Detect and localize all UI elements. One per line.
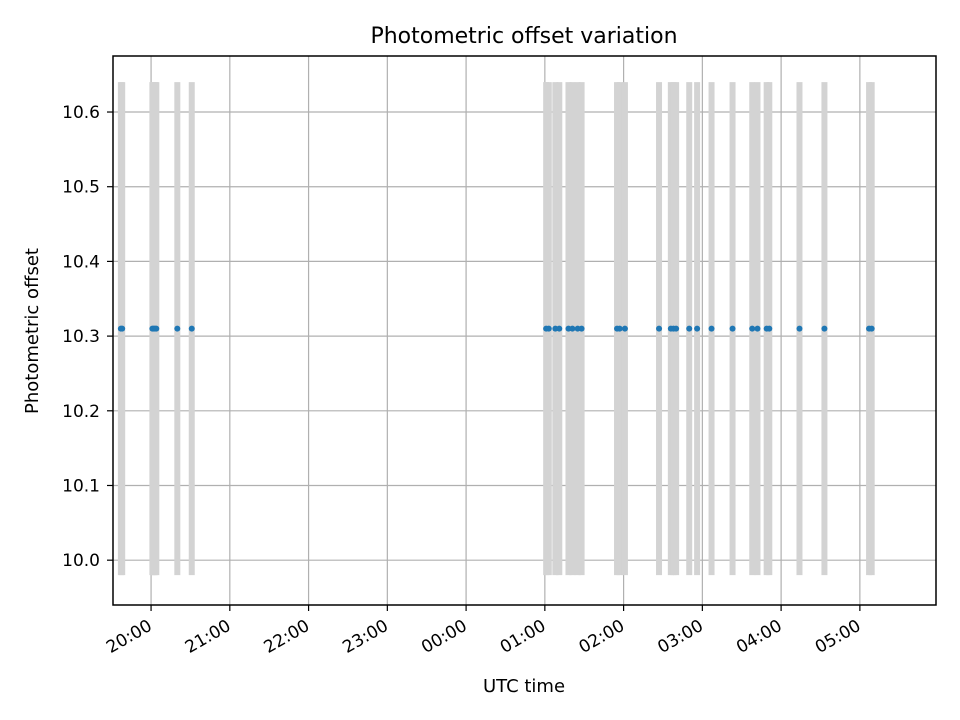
data-point <box>578 325 585 332</box>
y-axis: 10.0 10.1 10.2 10.3 10.4 10.5 10.6 <box>62 103 113 571</box>
data-point <box>868 325 875 332</box>
x-tick-label: 23:00 <box>339 616 391 658</box>
x-axis-label: UTC time <box>483 676 565 697</box>
grid <box>113 56 936 605</box>
x-axis: 20:00 21:00 22:00 23:00 00:00 01:00 02:00 03:00… <box>103 605 864 658</box>
x-tick-label: 04:00 <box>733 616 785 658</box>
data-point <box>673 325 680 332</box>
chart-title: Photometric offset variation <box>370 24 677 49</box>
data-point <box>621 325 628 332</box>
y-tick-label: 10.4 <box>62 252 100 272</box>
data-point <box>556 325 563 332</box>
data-point <box>569 325 576 332</box>
data-point <box>153 325 160 332</box>
x-tick-label: 00:00 <box>418 616 470 658</box>
y-tick-label: 10.2 <box>62 402 100 422</box>
y-tick-label: 10.3 <box>62 327 100 347</box>
data-point <box>119 325 126 332</box>
data-point <box>188 325 195 332</box>
data-point <box>729 325 736 332</box>
x-tick-label: 05:00 <box>812 616 864 658</box>
data-point <box>656 325 663 332</box>
x-tick-label: 01:00 <box>497 616 549 658</box>
y-tick-label: 10.1 <box>62 476 100 496</box>
data-point <box>749 325 756 332</box>
data-point <box>821 325 828 332</box>
x-tick-label: 22:00 <box>261 616 313 658</box>
x-tick-label: 21:00 <box>182 616 234 658</box>
data-point <box>545 325 552 332</box>
data-point <box>616 325 623 332</box>
data-point <box>754 325 761 332</box>
y-axis-label: Photometric offset <box>22 248 43 414</box>
data-point <box>766 325 773 332</box>
data-point <box>174 325 181 332</box>
x-tick-label: 02:00 <box>576 616 628 658</box>
plot-frame <box>112 55 937 606</box>
data-points <box>117 325 875 332</box>
y-tick-label: 10.6 <box>62 103 100 123</box>
x-tick-label: 03:00 <box>654 616 706 658</box>
data-point <box>796 325 803 332</box>
x-tick-label: 20:00 <box>103 616 155 658</box>
data-point <box>694 325 701 332</box>
y-tick-label: 10.0 <box>62 551 100 571</box>
data-point <box>686 325 693 332</box>
data-point <box>708 325 715 332</box>
y-tick-label: 10.5 <box>62 178 100 198</box>
